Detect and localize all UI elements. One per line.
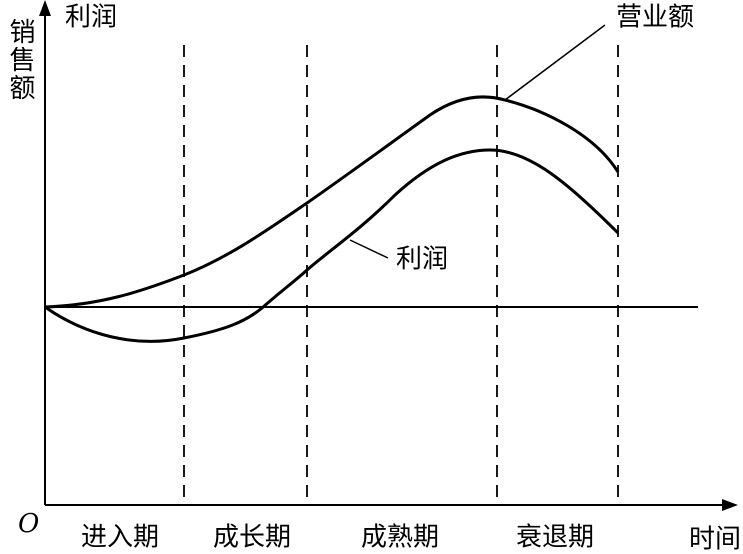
curve-label: 营业额 bbox=[616, 3, 694, 33]
x-axis-arrow bbox=[722, 499, 738, 511]
y-label-top: 利润 bbox=[65, 3, 117, 33]
stage-label: 成长期 bbox=[213, 523, 291, 553]
y-axis-arrow bbox=[39, 0, 51, 16]
curve-label: 利润 bbox=[396, 245, 448, 275]
y-label-side: 销售额 bbox=[5, 18, 35, 102]
leader-line bbox=[349, 239, 389, 259]
origin-label: O bbox=[18, 509, 39, 539]
stage-label: 成熟期 bbox=[361, 523, 439, 553]
sales-curve bbox=[44, 95, 620, 309]
stage-label: 进入期 bbox=[81, 523, 159, 553]
stage-label: 衰退期 bbox=[516, 523, 594, 553]
profit-curve bbox=[44, 148, 620, 343]
leader-line bbox=[504, 24, 606, 101]
x-label: 时间 bbox=[689, 525, 741, 554]
